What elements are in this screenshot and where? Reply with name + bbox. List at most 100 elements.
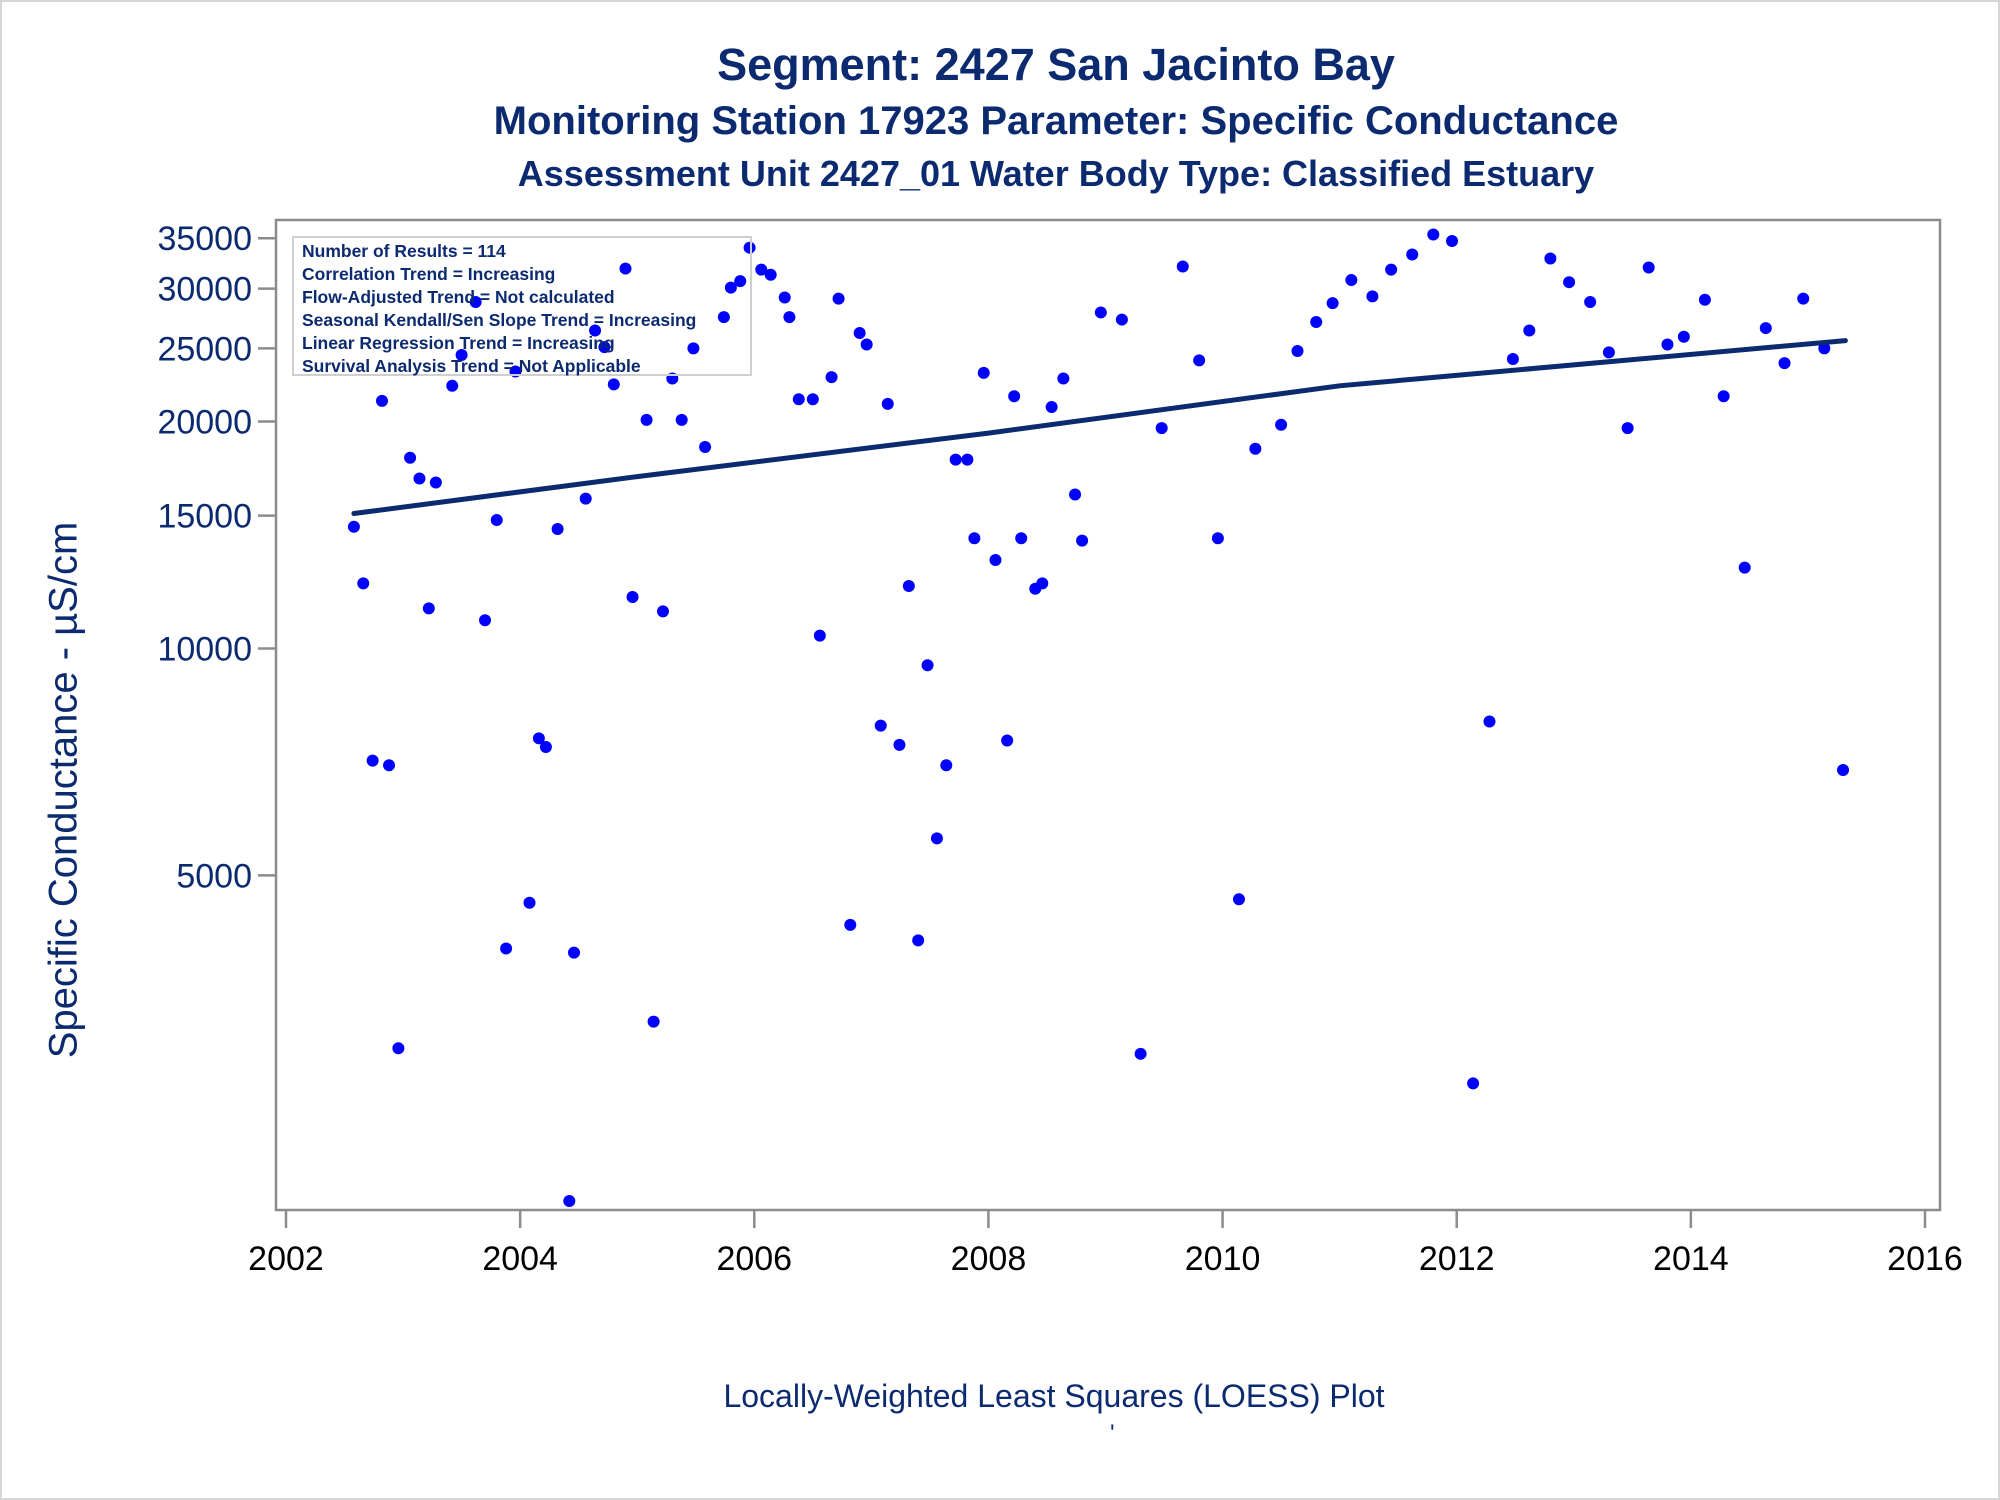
data-point (832, 292, 845, 305)
data-point (647, 1015, 660, 1028)
x-tick-label: 2016 (1887, 1240, 1963, 1278)
data-point (656, 605, 669, 618)
data-point (1176, 260, 1189, 273)
data-point (589, 324, 602, 337)
trend-line (351, 338, 1848, 516)
data-point (1069, 488, 1082, 501)
data-point (778, 291, 791, 304)
data-point (743, 241, 756, 254)
title-block: Segment: 2427 San Jacinto Bay Monitoring… (0, 36, 2000, 200)
data-point (1385, 263, 1398, 276)
data-point (1677, 330, 1690, 343)
data-point (1232, 893, 1245, 906)
data-point (1345, 274, 1358, 287)
data-point (874, 719, 887, 732)
data-point (1045, 401, 1058, 414)
data-point (1211, 532, 1224, 545)
data-point (1717, 390, 1730, 403)
legend-line: Correlation Trend = Increasing (302, 264, 556, 284)
data-point (893, 738, 906, 751)
data-point (383, 759, 396, 772)
data-point (455, 348, 468, 361)
y-tick-label: 35000 (157, 220, 252, 258)
data-point (1778, 357, 1791, 370)
plot-area-border (274, 218, 1942, 1212)
data-point (977, 366, 990, 379)
data-point (532, 732, 545, 745)
legend-line: Flow-Adjusted Trend = Not calculated (302, 287, 615, 307)
data-point (375, 394, 388, 407)
data-point (1642, 261, 1655, 274)
data-point (392, 1042, 405, 1055)
data-point (1738, 561, 1751, 574)
data-point (1310, 315, 1323, 328)
data-point (1275, 418, 1288, 431)
data-point (446, 379, 459, 392)
data-point (579, 492, 592, 505)
data-point (1698, 293, 1711, 306)
data-point (429, 476, 442, 489)
data-point (500, 942, 513, 955)
data-point (413, 472, 426, 485)
data-point (619, 262, 632, 275)
data-point (1759, 322, 1772, 335)
data-point (1076, 534, 1089, 547)
data-point (764, 268, 777, 281)
data-point (734, 275, 747, 288)
data-point (1326, 297, 1339, 310)
data-point (675, 413, 688, 426)
y-tick-label: 30000 (157, 271, 252, 309)
data-point (912, 934, 925, 947)
data-point (1523, 324, 1536, 337)
data-point (940, 759, 953, 772)
y-tick-label: 5000 (176, 857, 252, 895)
data-point (1008, 390, 1021, 403)
data-point (792, 393, 805, 406)
data-point (1057, 372, 1070, 385)
data-point (902, 580, 915, 593)
y-tick-label: 10000 (157, 630, 252, 668)
data-point (539, 741, 552, 754)
data-point (469, 296, 482, 309)
data-point (1797, 292, 1810, 305)
data-point (813, 629, 826, 642)
data-point (1366, 290, 1379, 303)
x-tick-label: 2012 (1419, 1240, 1495, 1278)
data-point (1467, 1077, 1480, 1090)
y-axis-label: Specific Conductance - µS/cm (41, 521, 86, 1059)
data-point (699, 440, 712, 453)
data-point (1001, 734, 1014, 747)
y-tick-label: 25000 (157, 330, 252, 368)
data-point (1249, 442, 1262, 455)
data-point (1584, 296, 1597, 309)
data-point (1544, 252, 1557, 265)
data-point (1837, 763, 1850, 776)
stray-mark: ' (1110, 1420, 1115, 1447)
data-point (717, 311, 730, 324)
data-point (607, 378, 620, 391)
data-point (825, 371, 838, 384)
legend-line: Number of Results = 114 (302, 241, 506, 261)
data-point (687, 342, 700, 355)
chart-title: Segment: 2427 San Jacinto Bay (717, 39, 1395, 90)
data-point (783, 311, 796, 324)
data-point (490, 514, 503, 527)
data-point (404, 451, 417, 464)
data-point (1483, 715, 1496, 728)
data-point (551, 523, 564, 536)
y-tick-label: 15000 (157, 498, 252, 536)
legend-line: Linear Regression Trend = Increasing (302, 333, 615, 353)
x-tick-label: 2010 (1185, 1240, 1261, 1278)
x-tick-label: 2004 (482, 1240, 558, 1278)
chart-subtitle: Monitoring Station 17923 Parameter: Spec… (493, 99, 1619, 143)
data-point (989, 554, 1002, 567)
data-point (961, 453, 974, 466)
x-tick-label: 2008 (951, 1240, 1027, 1278)
data-point (1291, 345, 1304, 358)
data-point (479, 614, 492, 627)
x-tick-label: 2002 (248, 1240, 324, 1278)
data-point (853, 327, 866, 340)
data-point (1406, 248, 1419, 261)
